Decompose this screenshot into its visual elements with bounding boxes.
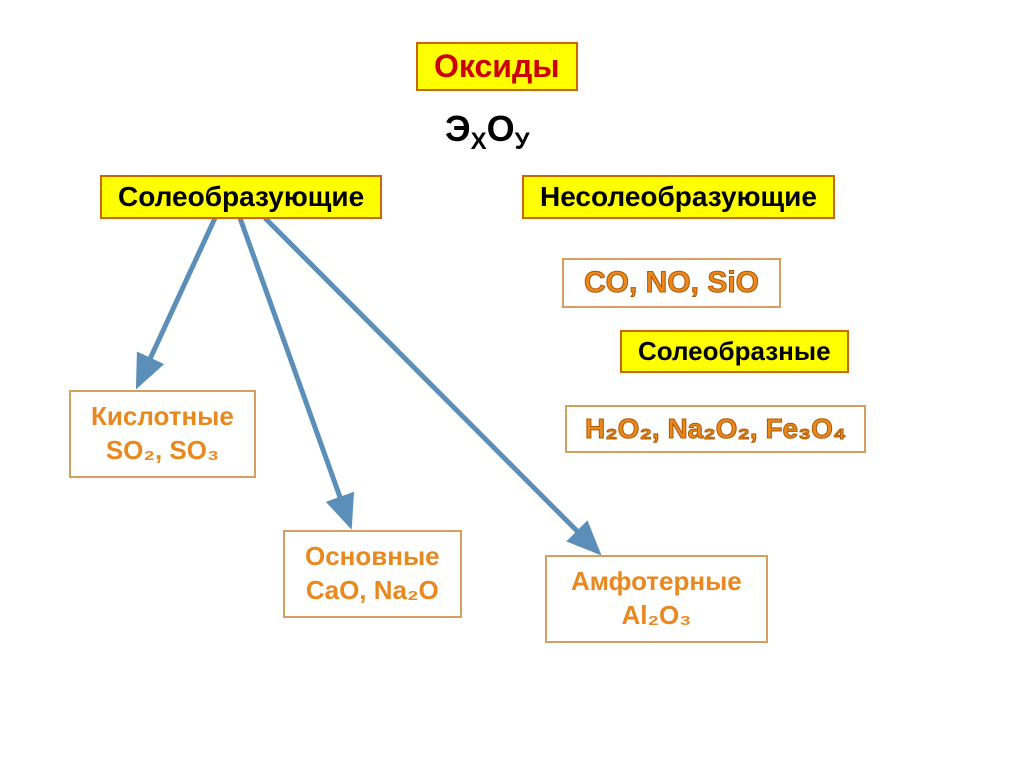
amphoteric-box: Амфотерные Al₂O₃ [545, 555, 768, 643]
acidic-box: Кислотные SO₂, SO₃ [69, 390, 256, 478]
salt-forming-label: Солеобразующие [118, 181, 364, 212]
acidic-examples: SO₂, SO₃ [91, 434, 234, 468]
general-formula: ЭXОУ [445, 108, 530, 156]
salt-like-label: Солеобразные [638, 336, 831, 366]
title-text: Оксиды [434, 48, 560, 84]
non-salt-forming-box: Несолеобразующие [522, 175, 835, 219]
salt-like-box: Солеобразные [620, 330, 849, 373]
basic-box: Основные CaO, Na₂O [283, 530, 462, 618]
acidic-label: Кислотные [91, 400, 234, 434]
salt-forming-box: Солеобразующие [100, 175, 382, 219]
basic-examples: CaO, Na₂O [305, 574, 440, 608]
peroxide-examples-text: H₂O₂, Na₂O₂, Fe₃O₄ [585, 413, 846, 444]
amphoteric-label: Амфотерные [571, 565, 742, 599]
title-box: Оксиды [416, 42, 578, 91]
non-salt-examples-text: CO, NO, SiO [584, 266, 759, 299]
non-salt-forming-label: Несолеобразующие [540, 181, 817, 212]
peroxide-examples-box: H₂O₂, Na₂O₂, Fe₃O₄ [565, 405, 866, 453]
non-salt-examples-box: CO, NO, SiO [562, 258, 781, 308]
amphoteric-examples: Al₂O₃ [571, 599, 742, 633]
basic-label: Основные [305, 540, 440, 574]
